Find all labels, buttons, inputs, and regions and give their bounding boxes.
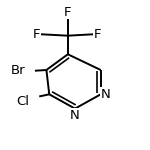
Text: N: N xyxy=(101,88,111,101)
Text: F: F xyxy=(64,6,72,19)
Text: Br: Br xyxy=(10,63,25,76)
Text: F: F xyxy=(33,28,41,41)
Text: F: F xyxy=(94,28,101,41)
Text: Cl: Cl xyxy=(16,95,29,108)
Text: N: N xyxy=(70,109,80,122)
